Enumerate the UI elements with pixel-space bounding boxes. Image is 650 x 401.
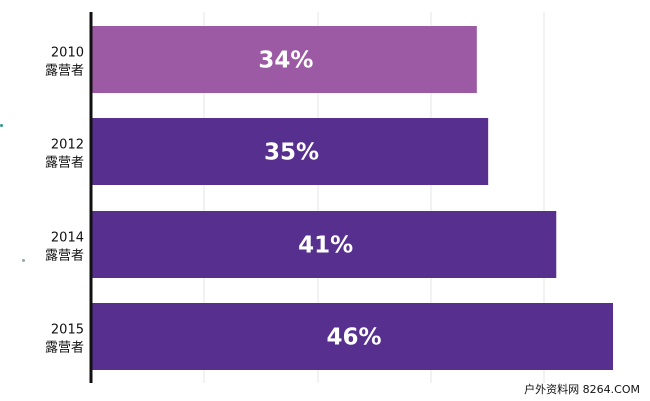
value-label: 41%: [298, 233, 353, 259]
category-label: 露营者: [45, 156, 84, 171]
decor-dot-teal: [0, 124, 3, 127]
bar: [91, 118, 489, 185]
bars-group: [91, 26, 613, 370]
decor-dot-gray: [22, 259, 25, 262]
bar: [91, 303, 613, 370]
category-labels: 2010 露营者 2012 露营者 2014 露营者 2015 露营者: [45, 46, 84, 356]
value-label: 35%: [264, 140, 319, 166]
value-label: 46%: [326, 325, 381, 351]
value-label: 34%: [258, 48, 313, 74]
bar: [91, 26, 477, 93]
bar: [91, 211, 557, 278]
category-label: 2010: [51, 46, 84, 61]
category-label: 露营者: [45, 249, 84, 264]
category-label: 露营者: [45, 64, 84, 79]
value-labels: 34% 35% 41% 46%: [258, 48, 381, 351]
category-label: 2014: [51, 231, 84, 246]
category-label: 2015: [51, 323, 84, 338]
category-label: 2012: [51, 138, 84, 153]
category-label: 露营者: [45, 341, 84, 356]
watermark-text: 户外资料网 8264.COM: [524, 383, 640, 396]
